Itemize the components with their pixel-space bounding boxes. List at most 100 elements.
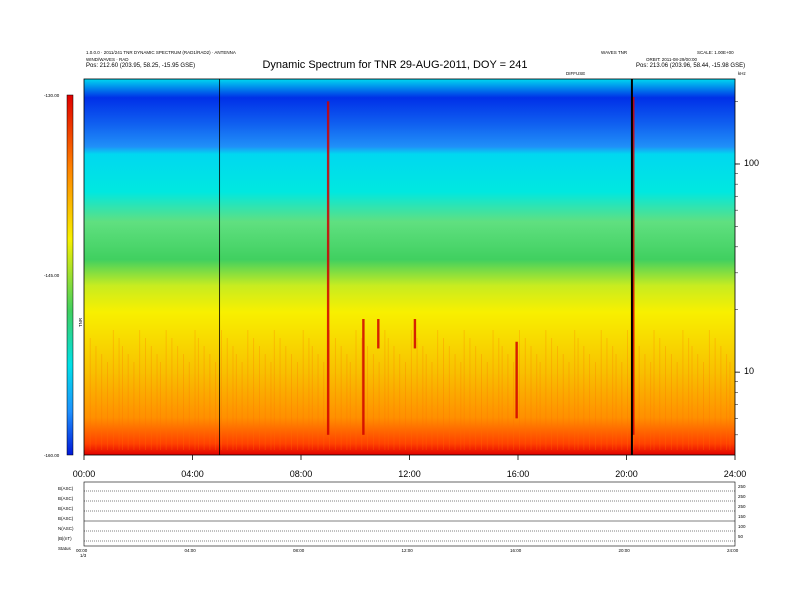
texture-streak [492, 330, 494, 450]
texture-streak [235, 354, 237, 450]
x-tick-label: 00:00 [72, 469, 96, 479]
sub-x-tick-label: 12:00 [401, 548, 413, 553]
texture-streak [437, 330, 439, 450]
texture-streak [302, 330, 304, 450]
texture-streak [361, 338, 363, 450]
texture-streak [264, 354, 266, 450]
texture-streak [334, 338, 336, 450]
x-tick-label: 16:00 [506, 469, 530, 479]
header-right-line2: SCALE: 1.00E+00 [697, 50, 734, 55]
texture-streak [367, 346, 368, 450]
sub-panel-scale: 100 [738, 524, 746, 529]
texture-streak [405, 362, 406, 450]
texture-streak [247, 330, 249, 450]
header-left-line1: 1.0.0.0 · 2011/241 TNR DYNAMIC SPECTRUM … [86, 50, 236, 55]
colorbar-tick-label: -130.00 [44, 93, 60, 98]
texture-streak [101, 354, 103, 450]
texture-streak [697, 354, 699, 450]
sub-x-tick-label: 24:00 [727, 548, 739, 553]
sub-panel-scale: 150 [738, 514, 746, 519]
texture-streak [177, 346, 179, 450]
texture-streak [145, 338, 146, 450]
texture-streak [95, 346, 97, 450]
texture-streak [311, 346, 313, 450]
texture-streak [545, 330, 547, 450]
texture-streak [399, 354, 401, 450]
texture-streak [422, 346, 424, 450]
sub-panel-scale: 250 [738, 484, 746, 489]
texture-streak [107, 362, 108, 450]
texture-streak [232, 346, 234, 450]
x-tick-label: 20:00 [615, 469, 638, 479]
texture-streak [226, 338, 228, 450]
texture-streak [670, 354, 672, 450]
burst-4 [515, 341, 518, 419]
texture-streak [285, 346, 287, 450]
texture-streak [530, 346, 532, 450]
chart-title: Dynamic Spectrum for TNR 29-AUG-2011, DO… [262, 59, 528, 71]
texture-streak [507, 354, 509, 450]
texture-streak [241, 362, 243, 450]
sub-x-tick-label: 08:00 [293, 548, 305, 553]
burst-3 [413, 319, 417, 349]
texture-streak [378, 362, 380, 450]
sub-x-tick-label: 04:00 [184, 548, 196, 553]
sub-panel-label: |B|(nT) [58, 536, 72, 541]
texture-streak [159, 362, 161, 450]
khz-label: kHz [738, 71, 746, 76]
texture-streak [112, 330, 114, 450]
texture-streak [133, 362, 135, 450]
y-tick-label: 100 [744, 157, 760, 168]
texture-streak [606, 338, 608, 450]
texture-streak [194, 330, 196, 450]
burst-2 [377, 319, 380, 349]
x-tick-label: 24:00 [723, 469, 747, 479]
sub-panel-label: B(ASC) [58, 496, 74, 501]
texture-streak [296, 362, 298, 450]
texture-streak [346, 354, 348, 450]
texture-streak [475, 346, 477, 450]
texture-streak [519, 330, 520, 450]
texture-streak [279, 338, 281, 450]
colorbar [67, 95, 73, 455]
texture-streak [165, 330, 167, 450]
texture-streak [703, 362, 704, 450]
texture-streak [612, 346, 614, 450]
texture-streak [665, 346, 666, 450]
sub-panel-scale: 50 [738, 534, 744, 539]
texture-streak [89, 338, 91, 450]
texture-streak [410, 330, 412, 450]
texture-streak [118, 338, 120, 450]
texture-streak [425, 354, 427, 450]
texture-streak [513, 362, 515, 450]
texture-streak [273, 330, 275, 450]
texture-streak [568, 362, 570, 450]
texture-streak [682, 330, 684, 450]
texture-streak [454, 354, 456, 450]
texture-streak [259, 346, 260, 450]
texture-streak [726, 354, 728, 450]
texture-streak [387, 338, 389, 450]
texture-streak [139, 330, 141, 450]
sub-panel-label: B(ASC) [58, 506, 74, 511]
texture-streak [659, 338, 661, 450]
colorbar-tick-label: -145.00 [44, 273, 60, 278]
header-right-line4: Pos: 213.06 (203.96, 58.44, -15.98 GSE) [636, 63, 746, 69]
status-value: 1/3 [80, 553, 87, 558]
texture-streak [329, 330, 330, 450]
texture-streak [551, 338, 553, 450]
texture-streak [691, 346, 693, 450]
texture-streak [557, 346, 558, 450]
header-right-line1: WAVES TNR [601, 50, 628, 55]
colorbar-label: TNR [78, 317, 84, 328]
texture-streak [638, 346, 640, 450]
texture-streak [627, 330, 629, 450]
texture-streak [121, 346, 123, 450]
texture-streak [653, 330, 655, 450]
sub-panel-label: N(ASC) [58, 526, 74, 531]
texture-streak [486, 362, 488, 450]
texture-streak [416, 338, 418, 450]
colorbar-tick-label: -160.00 [44, 453, 60, 458]
texture-streak [317, 354, 319, 450]
x-tick-label: 08:00 [289, 469, 313, 479]
